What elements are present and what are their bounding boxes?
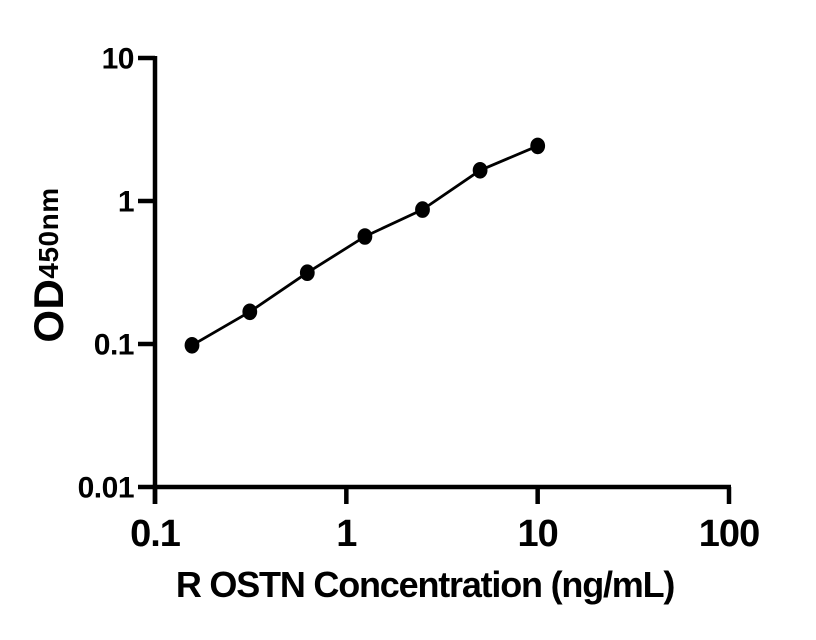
data-point <box>299 264 315 282</box>
y-axis-title-subscript: 450nm <box>33 187 64 278</box>
y-tick-label: 0.1 <box>94 329 134 362</box>
y-tick-label: 0.01 <box>78 472 134 505</box>
data-point <box>472 162 488 179</box>
x-tick-label: 1 <box>336 513 357 555</box>
axes-group <box>152 56 731 504</box>
data-series-group <box>184 137 546 354</box>
x-axis-title: R OSTN Concentration (ng/mL) <box>176 564 675 605</box>
y-tick-label: 1 <box>118 186 134 219</box>
tick-marks-and-labels: 0.1 1 10 100 10 1 0.1 0.01 <box>78 43 761 556</box>
data-point <box>242 303 258 321</box>
x-tick-label: 0.1 <box>130 513 181 555</box>
data-point <box>357 228 373 245</box>
data-point <box>530 137 546 155</box>
y-tick-label: 10 <box>102 43 134 76</box>
x-tick-label: 10 <box>518 513 558 555</box>
data-point <box>415 201 430 218</box>
y-axis-title: OD450nm <box>25 187 72 342</box>
data-point <box>184 337 200 354</box>
x-tick-label: 100 <box>699 513 759 555</box>
y-axis-title-main: OD <box>25 279 72 343</box>
